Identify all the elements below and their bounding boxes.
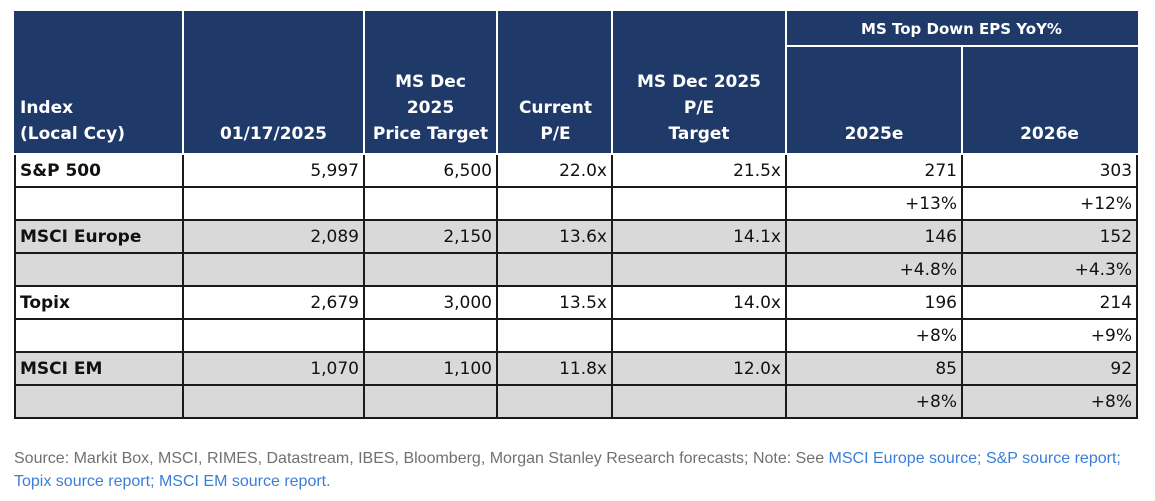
cell-eps-2025: 85: [785, 351, 963, 386]
cell-empty: [496, 252, 613, 287]
header-eps-group: MS Top Down EPS YoY%: [784, 11, 1139, 47]
cell-empty: [14, 252, 184, 287]
cell-current-pe: 22.0x: [496, 153, 613, 188]
cell-eps-2025: 271: [785, 153, 963, 188]
source-link-topix-msci-em[interactable]: Topix source report; MSCI EM source repo…: [14, 473, 331, 490]
cell-current-pe: 13.5x: [496, 285, 613, 320]
header-date: 01/17/2025: [182, 11, 365, 155]
cell-empty: [14, 384, 184, 419]
table-row: S&P 500 5,997 6,500 22.0x 21.5x 271 303: [14, 153, 1139, 188]
cell-target-pe: 12.0x: [611, 351, 787, 386]
cell-price-target: 6,500: [363, 153, 498, 188]
cell-empty: [182, 252, 365, 287]
cell-empty: [496, 186, 613, 221]
cell-eps-2025: 146: [785, 219, 963, 254]
table-row-yoy: +8% +9%: [14, 318, 1139, 353]
table-row-yoy: +8% +8%: [14, 384, 1139, 419]
cell-yoy-2025: +13%: [785, 186, 963, 221]
cell-price-target: 3,000: [363, 285, 498, 320]
cell-yoy-2026: +4.3%: [960, 252, 1139, 287]
header-index: Index (Local Ccy): [14, 11, 184, 155]
cell-index-name: MSCI Europe: [14, 219, 184, 254]
cell-price-target: 1,100: [363, 351, 498, 386]
cell-empty: [363, 252, 498, 287]
cell-price-target: 2,150: [363, 219, 498, 254]
cell-empty: [496, 384, 613, 419]
table-row-yoy: +13% +12%: [14, 186, 1139, 221]
cell-index-name: MSCI EM: [14, 351, 184, 386]
cell-empty: [182, 186, 365, 221]
cell-empty: [496, 318, 613, 353]
cell-date-value: 2,679: [182, 285, 365, 320]
cell-eps-2026: 303: [960, 153, 1139, 188]
cell-yoy-2026: +12%: [960, 186, 1139, 221]
cell-empty: [182, 318, 365, 353]
cell-target-pe: 14.1x: [611, 219, 787, 254]
source-text: Source: Markit Box, MSCI, RIMES, Datastr…: [14, 450, 829, 467]
cell-empty: [611, 252, 787, 287]
cell-yoy-2026: +8%: [960, 384, 1139, 419]
table-row-yoy: +4.8% +4.3%: [14, 252, 1139, 287]
cell-empty: [611, 384, 787, 419]
table-body: S&P 500 5,997 6,500 22.0x 21.5x 271 303 +13% +12…: [14, 153, 1139, 419]
cell-empty: [14, 318, 184, 353]
cell-empty: [611, 186, 787, 221]
cell-index-name: Topix: [14, 285, 184, 320]
source-link-msci-europe-sp[interactable]: MSCI Europe source; S&P source report;: [828, 450, 1121, 467]
cell-empty: [363, 384, 498, 419]
source-note: Source: Markit Box, MSCI, RIMES, Datastr…: [14, 447, 1139, 493]
cell-target-pe: 14.0x: [611, 285, 787, 320]
table-row: MSCI Europe 2,089 2,150 13.6x 14.1x 146 152: [14, 219, 1139, 254]
cell-index-name: S&P 500: [14, 153, 184, 188]
header-current-pe: Current P/E: [496, 11, 613, 155]
table-row: MSCI EM 1,070 1,100 11.8x 12.0x 85 92: [14, 351, 1139, 386]
cell-eps-2026: 214: [960, 285, 1139, 320]
table-row: Topix 2,679 3,000 13.5x 14.0x 196 214: [14, 285, 1139, 320]
cell-empty: [182, 384, 365, 419]
cell-target-pe: 21.5x: [611, 153, 787, 188]
cell-empty: [611, 318, 787, 353]
cell-date-value: 1,070: [182, 351, 365, 386]
cell-yoy-2025: +8%: [785, 318, 963, 353]
cell-eps-2025: 196: [785, 285, 963, 320]
cell-date-value: 5,997: [182, 153, 365, 188]
cell-yoy-2026: +9%: [960, 318, 1139, 353]
cell-empty: [363, 186, 498, 221]
cell-yoy-2025: +4.8%: [785, 252, 963, 287]
header-eps-2025: 2025e: [785, 45, 963, 155]
cell-yoy-2025: +8%: [785, 384, 963, 419]
cell-date-value: 2,089: [182, 219, 365, 254]
cell-empty: [363, 318, 498, 353]
eps-table: Index (Local Ccy) 01/17/2025 MS Dec 2025…: [14, 11, 1139, 419]
cell-eps-2026: 152: [960, 219, 1139, 254]
header-eps-2026: 2026e: [960, 45, 1139, 155]
cell-eps-2026: 92: [960, 351, 1139, 386]
cell-current-pe: 11.8x: [496, 351, 613, 386]
cell-empty: [14, 186, 184, 221]
header-price-target: MS Dec 2025 Price Target: [363, 11, 498, 155]
cell-current-pe: 13.6x: [496, 219, 613, 254]
header-target-pe: MS Dec 2025 P/E Target: [611, 11, 787, 155]
